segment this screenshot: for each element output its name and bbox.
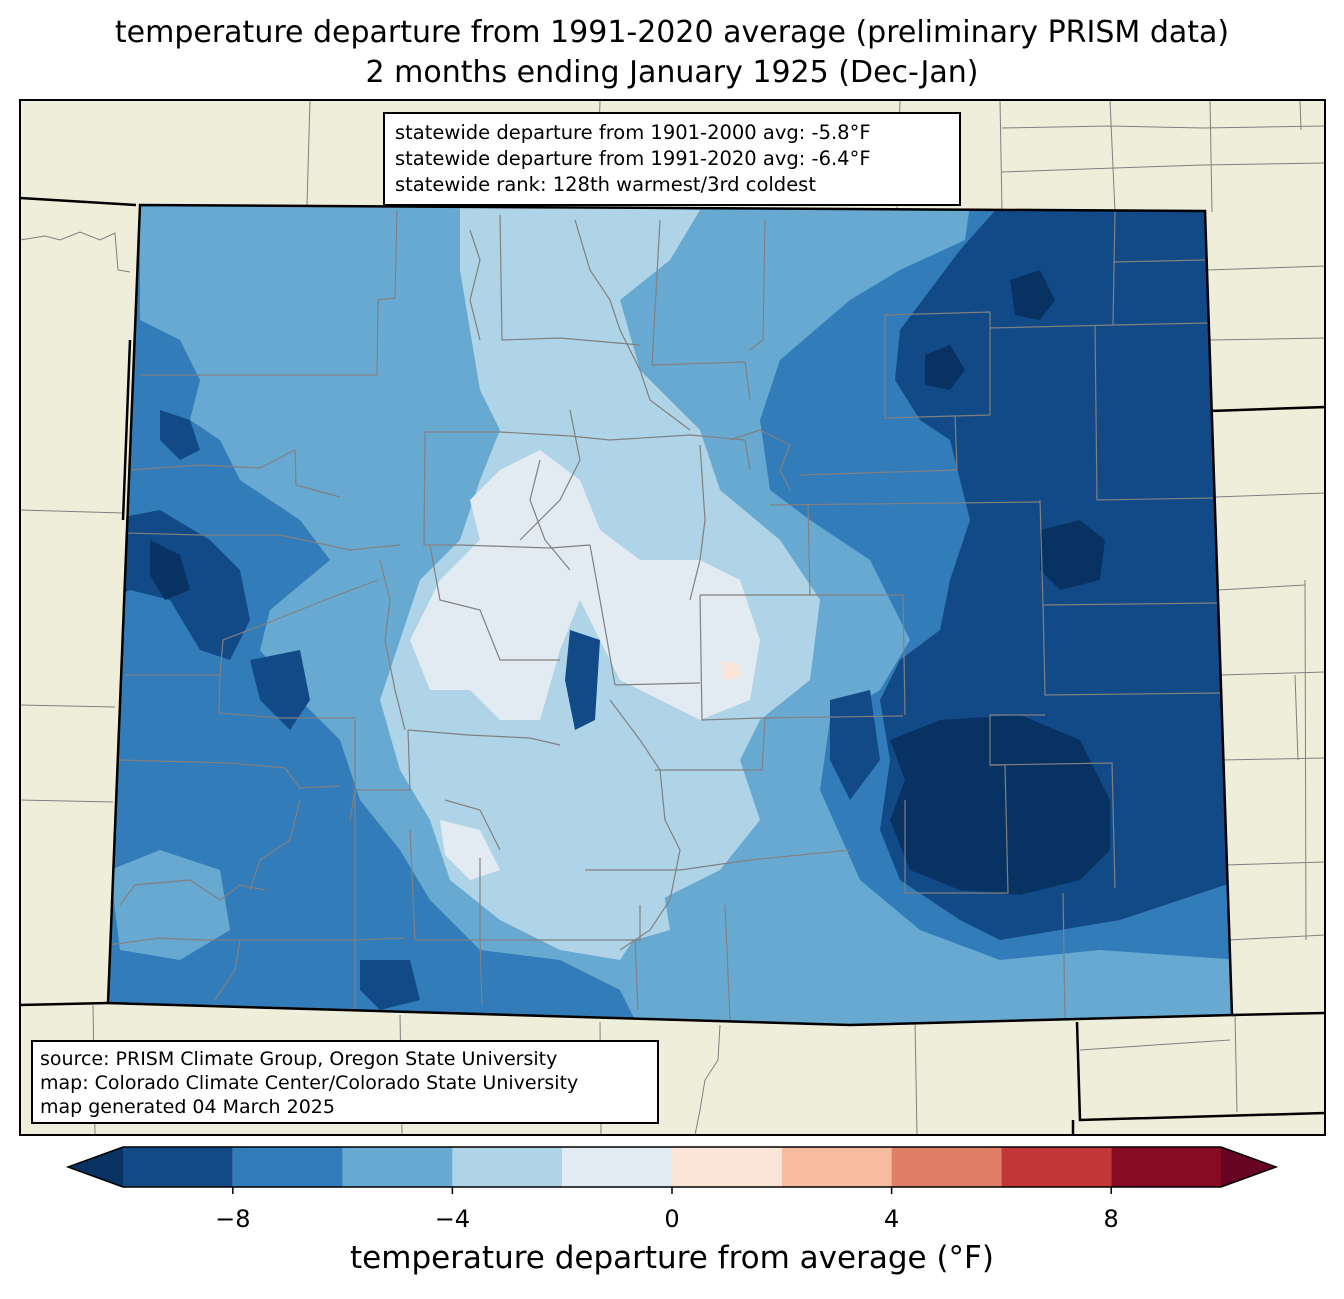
colorado-county-lines	[108, 209, 1221, 1021]
colorbar-bin	[562, 1147, 672, 1187]
colorbar-tick-label: 8	[1103, 1205, 1119, 1233]
colorbar-bin	[672, 1147, 782, 1187]
map-credit-line: map: Colorado Climate Center/Colorado St…	[40, 1072, 579, 1094]
colorbar-bin	[232, 1147, 343, 1187]
colorbar	[65, 1146, 1279, 1194]
chart-title: temperature departure from 1991-2020 ave…	[114, 15, 1230, 50]
colorbar-outline	[65, 1146, 1279, 1188]
colorbar-tick-label: −4	[434, 1205, 471, 1233]
stats-departure-1901-2000: statewide departure from 1901-2000 avg: …	[395, 121, 871, 144]
temperature-field	[108, 205, 1232, 1025]
colorbar-tick-label: −8	[215, 1205, 251, 1233]
colorbar-under-extension	[68, 1147, 123, 1187]
colorbar-bin	[891, 1147, 1002, 1187]
colorbar-tick-label: 4	[883, 1205, 900, 1233]
colorbar-label: temperature departure from average (°F)	[350, 1240, 994, 1276]
stats-rank: statewide rank: 128th warmest/3rd coldes…	[395, 173, 816, 196]
generated-date-line: map generated 04 March 2025	[40, 1096, 335, 1118]
stats-departure-1991-2020: statewide departure from 1991-2020 avg: …	[395, 147, 871, 170]
chart-subtitle: 2 months ending January 1925 (Dec-Jan)	[365, 55, 979, 90]
statewide-stats-box: statewide departure from 1901-2000 avg: …	[383, 112, 961, 206]
source-credits-box: source: PRISM Climate Group, Oregon Stat…	[31, 1040, 659, 1124]
state-borders	[20, 196, 1325, 1135]
colorbar-tick-label: 0	[664, 1205, 680, 1233]
colorbar-bin	[123, 1147, 233, 1187]
map-frame	[19, 99, 1326, 1136]
colorbar-bin	[1111, 1147, 1221, 1187]
colorbar-over-extension	[1221, 1147, 1276, 1187]
colorbar-bin	[452, 1147, 563, 1187]
colorbar-bin	[342, 1147, 453, 1187]
colorbar-bin	[781, 1147, 892, 1187]
colorbar-bin	[1001, 1147, 1112, 1187]
source-line: source: PRISM Climate Group, Oregon Stat…	[40, 1048, 558, 1070]
